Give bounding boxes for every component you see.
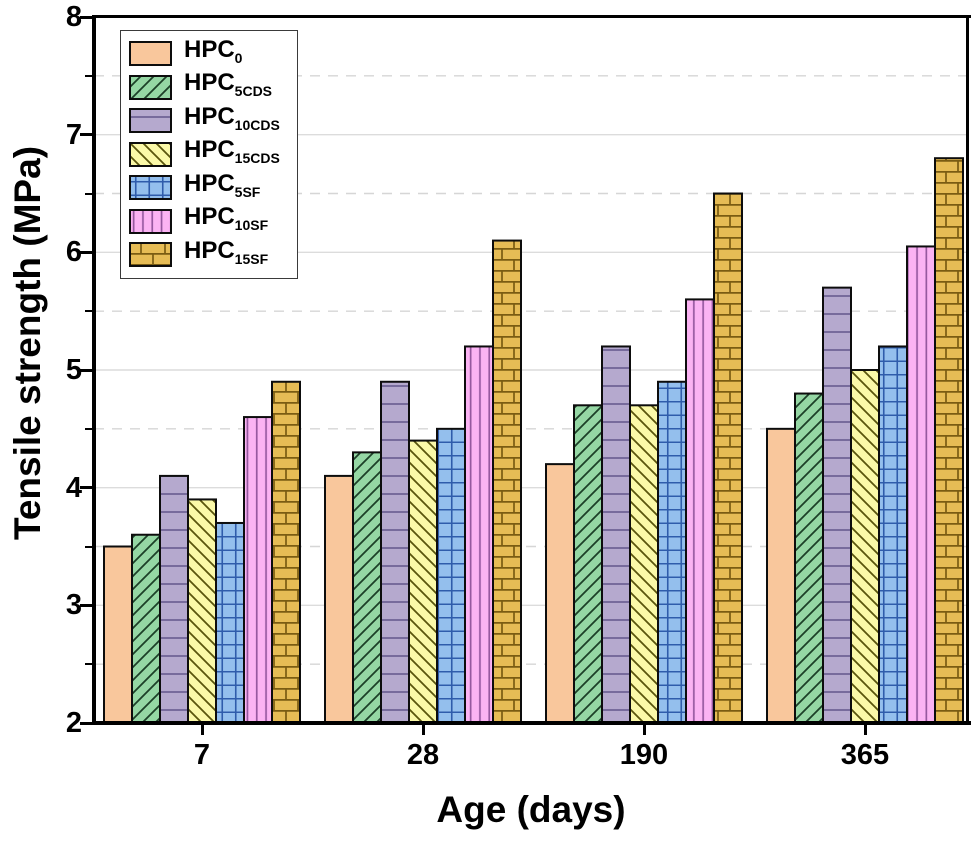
legend-item-HPC5SF: HPC5SF <box>129 169 289 205</box>
legend-label-HPC10SF: HPC10SF <box>184 203 269 234</box>
x-major-tick-190 <box>642 723 646 735</box>
bar-HPC5SF-age365 <box>878 345 908 723</box>
bar-HPC5SF-age7 <box>215 521 245 723</box>
y-major-tick-4 <box>80 486 94 490</box>
x-tick-label-7: 7 <box>193 739 211 771</box>
legend-item-HPC15CDS: HPC15CDS <box>129 136 289 172</box>
plot-right-border <box>966 15 969 725</box>
x-tick-label-190: 190 <box>619 739 669 771</box>
legend-swatch-HPC15SF <box>129 242 172 268</box>
legend-item-HPC10CDS: HPC10CDS <box>129 102 289 138</box>
x-tick-label-365: 365 <box>840 739 890 771</box>
bar-HPC15SF-age190 <box>713 192 743 723</box>
y-major-tick-8 <box>80 15 94 19</box>
bar-HPC10CDS-age28 <box>380 380 410 723</box>
x-major-tick-365 <box>863 723 867 735</box>
bar-HPC10SF-age28 <box>464 345 494 723</box>
bar-HPC5CDS-age365 <box>794 392 824 723</box>
y-axis-line <box>92 15 96 725</box>
x-tick-label-28: 28 <box>406 739 440 771</box>
bar-HPC10CDS-age7 <box>159 474 189 723</box>
y-major-tick-7 <box>80 133 94 137</box>
chart-canvas <box>94 75 969 723</box>
legend-label-HPC0: HPC0 <box>184 35 243 66</box>
legend-label-HPC15SF: HPC15SF <box>184 236 269 267</box>
bar-HPC0-age190 <box>545 463 575 723</box>
x-axis-line <box>92 721 971 725</box>
bar-HPC5CDS-age190 <box>573 404 603 723</box>
y-minor-tick-3.5 <box>85 545 94 548</box>
bar-HPC10SF-age190 <box>685 298 715 723</box>
bar-HPC15SF-age7 <box>271 380 301 723</box>
legend-swatch-HPC0 <box>129 41 172 67</box>
x-axis-title: Age (days) <box>436 789 626 830</box>
y-major-tick-3 <box>80 603 94 607</box>
bar-HPC15SF-age28 <box>492 239 522 723</box>
legend-label-HPC5SF: HPC5SF <box>184 169 261 200</box>
legend-swatch-HPC5CDS <box>129 74 172 100</box>
plot-top-border <box>92 15 971 18</box>
bar-HPC0-age28 <box>324 474 354 723</box>
y-minor-tick-4.5 <box>85 427 94 430</box>
bar-HPC5SF-age190 <box>657 380 687 723</box>
legend-item-HPC10SF: HPC10SF <box>129 203 289 239</box>
y-tick-label-3: 3 <box>65 589 82 622</box>
bar-HPC10CDS-age190 <box>601 345 631 723</box>
legend-swatch-HPC10SF <box>129 208 172 234</box>
bar-HPC15SF-age365 <box>934 157 964 723</box>
y-minor-tick-7.5 <box>85 74 94 77</box>
legend-swatch-HPC5SF <box>129 175 172 201</box>
legend-label-HPC10CDS: HPC10CDS <box>184 102 280 133</box>
x-major-tick-28 <box>421 723 425 735</box>
y-minor-tick-2.5 <box>85 663 94 666</box>
y-tick-label-5: 5 <box>65 354 82 386</box>
bar-HPC5CDS-age28 <box>352 451 382 723</box>
y-major-tick-5 <box>80 368 94 372</box>
bar-HPC0-age7 <box>103 545 133 723</box>
bar-HPC15CDS-age365 <box>850 369 880 723</box>
bar-HPC5SF-age28 <box>436 427 466 723</box>
y-tick-label-4: 4 <box>65 471 82 504</box>
legend-label-HPC15CDS: HPC15CDS <box>184 136 280 167</box>
y-minor-tick-5.5 <box>85 310 94 313</box>
y-minor-tick-6.5 <box>85 192 94 195</box>
y-tick-label-6: 6 <box>65 236 82 269</box>
y-major-tick-6 <box>80 250 94 254</box>
plot-area: HPC0 HPC5CDS HPC10CDS HPC15CDS HPC5SF HPC10SF… <box>80 15 971 735</box>
legend-swatch-HPC15CDS <box>129 141 172 167</box>
legend-label-HPC5CDS: HPC5CDS <box>184 69 273 100</box>
y-major-tick-2 <box>80 721 94 725</box>
x-major-tick-7 <box>200 723 204 735</box>
bar-HPC15CDS-age7 <box>187 498 217 723</box>
y-tick-label-7: 7 <box>65 118 82 151</box>
legend-item-HPC15SF: HPC15SF <box>129 236 289 272</box>
y-tick-label-2: 2 <box>65 707 82 739</box>
bar-HPC15CDS-age190 <box>629 404 659 723</box>
bar-HPC10CDS-age365 <box>822 286 852 723</box>
y-tick-label-8: 8 <box>65 1 82 33</box>
bar-HPC0-age365 <box>766 427 796 723</box>
legend-box: HPC0 HPC5CDS HPC10CDS HPC15CDS HPC5SF HPC10SF… <box>120 30 298 279</box>
legend-item-HPC0: HPC0 <box>129 35 289 71</box>
bar-HPC15CDS-age28 <box>408 439 438 723</box>
legend-item-HPC5CDS: HPC5CDS <box>129 69 289 105</box>
legend-swatch-HPC10CDS <box>129 108 172 134</box>
bar-HPC10SF-age7 <box>243 416 273 723</box>
bar-HPC5CDS-age7 <box>131 533 161 723</box>
bar-HPC10SF-age365 <box>906 245 936 723</box>
